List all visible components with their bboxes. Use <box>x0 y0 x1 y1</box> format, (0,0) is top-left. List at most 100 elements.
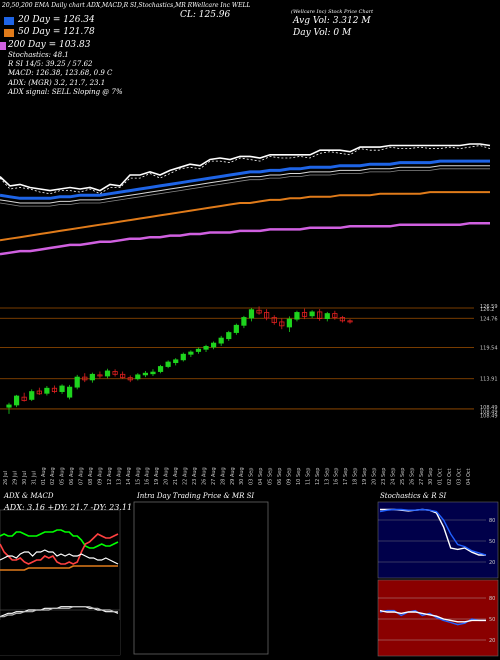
stoch-pctd-line <box>379 508 487 556</box>
stock-title: (Wellcare Inc) Stock Price Chart <box>291 9 374 15</box>
date-tick-label: 27 Aug <box>211 467 217 485</box>
date-tick-label: 10 Sep <box>296 468 302 485</box>
date-tick-label: 15 Aug <box>135 467 141 485</box>
candle-body <box>256 309 262 314</box>
candle-body <box>112 371 118 375</box>
ema200-swatch <box>0 42 6 50</box>
candle-body <box>309 311 315 317</box>
candle-body <box>332 313 338 318</box>
date-tick-label: 09 Aug <box>98 467 104 485</box>
date-tick-label: 25 Sep <box>400 468 406 485</box>
date-tick-label: 13 Aug <box>116 467 122 485</box>
rsi-tick-label: 20 <box>489 638 495 644</box>
date-tick-label: 20 Aug <box>164 467 170 485</box>
stoch-panel-title: Stochastics & R SI <box>380 492 447 500</box>
candle-body <box>233 324 239 333</box>
ema50-line <box>0 191 490 242</box>
day-volume: Day Vol: 0 M <box>293 28 352 38</box>
date-tick-label: 29 Jul <box>12 471 18 485</box>
ema50-swatch <box>4 29 14 37</box>
date-tick-label: 13 Sep <box>324 468 330 485</box>
date-tick-label: 30 Sep <box>428 468 434 485</box>
candle-body <box>218 337 224 344</box>
candle-body <box>13 395 20 406</box>
ema20-swatch <box>4 17 14 25</box>
ema20-line <box>0 159 490 200</box>
candle-body <box>51 387 58 392</box>
date-tick-label: 27 Sep <box>419 468 425 485</box>
candle-body <box>347 320 353 323</box>
candle-body <box>173 359 179 364</box>
candle-body <box>165 361 171 367</box>
date-tick-label: 20 Sep <box>372 468 378 485</box>
intraday-panel-frame <box>133 501 269 655</box>
candle-body <box>74 376 80 388</box>
candle-body <box>279 321 285 327</box>
price-tick-label: 124.76 <box>480 316 498 322</box>
price-dotted-line <box>0 145 491 195</box>
candle-body <box>317 311 323 319</box>
price-tick-label: 113.91 <box>480 377 498 383</box>
band-lower-line <box>0 168 490 207</box>
adx-readout: ADX: (MGR) 3.2, 21.7, 23.1 <box>8 79 106 87</box>
candle-body <box>36 390 42 395</box>
candle-body <box>142 372 148 376</box>
date-tick-label: 26 Sep <box>409 468 415 485</box>
candle-body <box>180 353 186 361</box>
rsi-tick-label: 50 <box>489 617 495 623</box>
candle-body <box>301 312 308 317</box>
date-tick-label: 08 Aug <box>88 467 94 485</box>
candle-body <box>82 376 88 381</box>
date-tick-label: 05 Aug <box>60 467 66 485</box>
candle-body <box>97 374 103 377</box>
date-tick-label: 01 Aug <box>41 467 47 485</box>
rsi-readout: R SI 14/5: 39.25 / 57.62 <box>8 60 93 68</box>
date-tick-label: 01 Oct <box>438 468 444 485</box>
candle-body <box>210 342 217 348</box>
candle-body <box>203 346 209 350</box>
candle-body <box>120 373 126 379</box>
macd-signal-line <box>0 606 118 618</box>
macd-lower-area <box>0 620 120 655</box>
date-tick-label: 06 Aug <box>69 467 75 485</box>
macd-macd-line <box>0 606 119 618</box>
stoch-tick-label: 20 <box>489 560 495 566</box>
date-tick-label: 07 Aug <box>79 467 85 485</box>
date-tick-label: 26 Aug <box>201 467 207 485</box>
candle-body <box>59 385 65 392</box>
intraday-panel-title: Intra Day Trading Price & MR SI <box>137 492 255 500</box>
candle-body <box>6 404 12 408</box>
candle-body <box>195 348 202 352</box>
date-tick-label: 18 Sep <box>353 468 359 485</box>
candle-body <box>104 370 111 377</box>
stochastics-readout: Stochastics: 48.1 <box>8 51 69 59</box>
price-line <box>0 143 491 192</box>
candle-body <box>188 351 194 355</box>
ema20-readout: 20 Day = 126.34 <box>18 15 95 25</box>
date-tick-label: 02 Aug <box>50 467 56 485</box>
adx-di-line <box>0 533 119 565</box>
ema50-readout: 50 Day = 121.78 <box>18 27 95 37</box>
date-tick-label: 26 Jul <box>3 471 9 485</box>
date-tick-label: 12 Aug <box>107 467 113 485</box>
date-tick-label: 31 Jul <box>31 471 37 485</box>
candle-body <box>67 386 73 398</box>
header-line0: 20,50,200 EMA Daily chart ADX,MACD,R SI,… <box>2 2 251 9</box>
price-tick-label: 126.59 <box>480 304 498 310</box>
date-tick-label: 03 Oct <box>457 468 463 485</box>
date-tick-label: 14 Aug <box>126 467 132 485</box>
candle-body <box>339 317 346 322</box>
date-tick-label: 05 Sep <box>268 468 274 485</box>
candle-body <box>241 317 247 326</box>
close-readout: CL: 125.96 <box>180 10 231 20</box>
price-tick-label: 108.49 <box>480 414 498 420</box>
date-tick-label: 22 Aug <box>183 467 189 485</box>
candle-body <box>248 309 255 319</box>
stoch-tick-label: 50 <box>489 539 495 545</box>
date-tick-label: 30 Aug <box>239 467 245 485</box>
price-tick-label: 119.54 <box>480 345 498 351</box>
candle-body <box>157 366 164 372</box>
candle-body <box>294 312 300 320</box>
